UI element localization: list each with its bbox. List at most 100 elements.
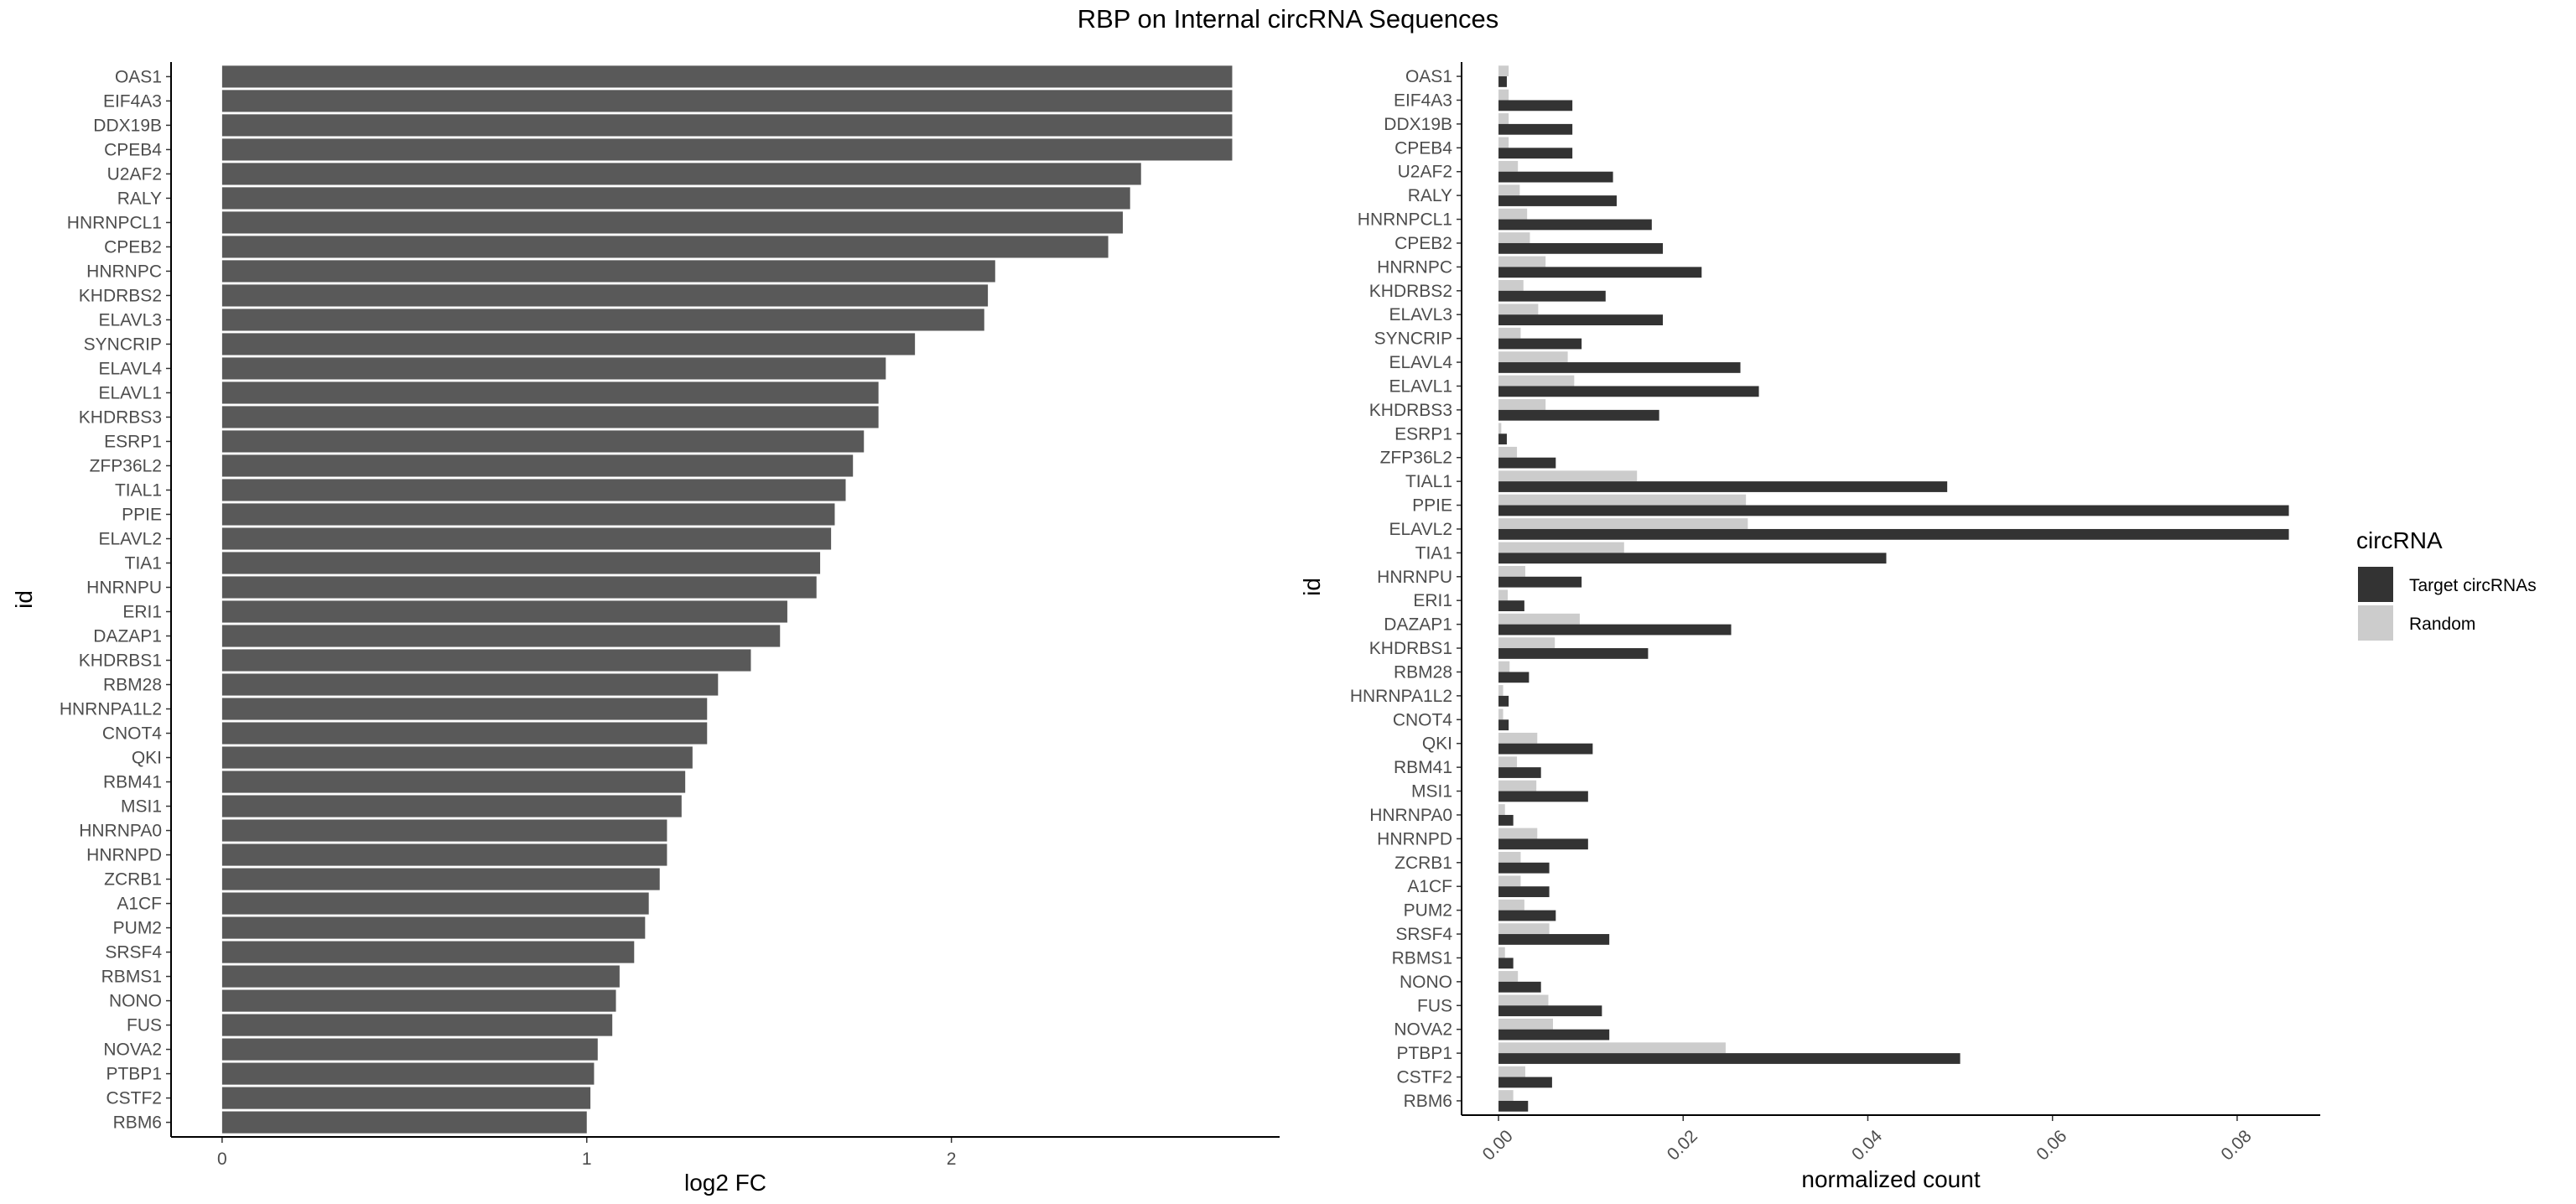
random-bar-tia1 xyxy=(1498,542,1624,553)
legend: circRNA Target circRNAs Random xyxy=(2356,527,2537,641)
fc-bar-hnrnpa1l2 xyxy=(221,698,708,720)
target-bar-hnrnpa0 xyxy=(1498,814,1514,826)
left-y-tick-label-oas1: OAS1 xyxy=(115,67,162,86)
right-x-axis-title: normalized count xyxy=(1801,1166,1980,1192)
left-y-tick-label-raly: RALY xyxy=(117,189,162,208)
left-y-tick-label-qki: QKI xyxy=(132,749,162,768)
fc-bar-tial1 xyxy=(221,479,846,501)
fc-bar-rbm6 xyxy=(221,1111,587,1134)
random-bar-rbm28 xyxy=(1498,661,1510,672)
target-bar-zcrb1 xyxy=(1498,862,1550,874)
random-bar-raly xyxy=(1498,184,1520,196)
fc-bar-oas1 xyxy=(221,65,1233,88)
left-y-tick-label-hnrnpu: HNRNPU xyxy=(86,578,162,597)
target-bar-dazap1 xyxy=(1498,624,1732,636)
right-y-tick-label-a1cf: A1CF xyxy=(1407,877,1452,896)
target-bar-eif4a3 xyxy=(1498,100,1573,112)
right-y-tick-label-dazap1: DAZAP1 xyxy=(1384,615,1452,635)
right-y-axis-title: id xyxy=(1299,578,1325,596)
right-y-tick-label-cstf2: CSTF2 xyxy=(1396,1068,1452,1087)
fc-bar-cpeb4 xyxy=(221,138,1233,161)
left-y-tick-label-tial1: TIAL1 xyxy=(115,480,162,500)
left-y-tick-label-ppie: PPIE xyxy=(122,505,162,524)
left-y-tick-label-hnrnpa1l2: HNRNPA1L2 xyxy=(60,700,162,719)
target-bar-nono xyxy=(1498,981,1541,993)
target-bar-syncrip xyxy=(1498,338,1582,350)
right-y-tick-label-khdrbs3: KHDRBS3 xyxy=(1369,401,1452,420)
random-bar-qki xyxy=(1498,732,1538,744)
fc-bar-rbm41 xyxy=(221,771,686,793)
fc-bar-hnrnpa0 xyxy=(221,819,667,842)
target-bar-zfp36l2 xyxy=(1498,457,1556,469)
legend-label-random: Random xyxy=(2409,615,2475,634)
random-bar-rbm6 xyxy=(1498,1090,1514,1101)
left-y-tick-label-eif4a3: EIF4A3 xyxy=(103,91,162,111)
target-bar-msi1 xyxy=(1498,791,1588,802)
random-bar-hnrnpcl1 xyxy=(1498,208,1528,220)
fc-bar-hnrnpd xyxy=(221,843,667,866)
right-y-tick-label-eif4a3: EIF4A3 xyxy=(1394,91,1452,110)
random-bar-khdrbs3 xyxy=(1498,399,1546,410)
right-y-tick-label-khdrbs1: KHDRBS1 xyxy=(1369,639,1452,658)
left-y-tick-label-ptbp1: PTBP1 xyxy=(106,1065,162,1084)
fc-bar-srsf4 xyxy=(221,941,635,963)
fc-bar-khdrbs3 xyxy=(221,406,879,428)
left-y-tick-labels: OAS1 EIF4A3 DDX19B CPEB4 U2AF2 RALY HNRNPCL1 CP… xyxy=(60,67,171,1133)
left-x-tick-label-0: 0 xyxy=(217,1150,227,1169)
right-y-tick-label-nono: NONO xyxy=(1400,973,1452,992)
left-y-tick-label-nova2: NOVA2 xyxy=(103,1041,162,1060)
target-bar-rbm6 xyxy=(1498,1100,1529,1112)
left-y-tick-label-khdrbs3: KHDRBS3 xyxy=(79,407,162,427)
right-y-tick-label-nova2: NOVA2 xyxy=(1394,1020,1452,1040)
random-bar-khdrbs1 xyxy=(1498,637,1555,649)
target-bar-ppie xyxy=(1498,505,2289,516)
left-y-tick-label-zcrb1: ZCRB1 xyxy=(104,870,162,890)
fc-bar-cnot4 xyxy=(221,722,708,745)
left-y-tick-label-khdrbs1: KHDRBS1 xyxy=(79,651,162,671)
fc-bar-eif4a3 xyxy=(221,90,1233,112)
legend-swatch-target xyxy=(2358,567,2393,602)
fc-bar-zfp36l2 xyxy=(221,454,854,477)
left-y-tick-label-cstf2: CSTF2 xyxy=(106,1089,162,1108)
left-y-tick-label-zfp36l2: ZFP36L2 xyxy=(90,456,162,475)
right-y-tick-label-syncrip: SYNCRIP xyxy=(1374,330,1452,349)
random-bar-syncrip xyxy=(1498,327,1521,339)
random-bar-elavl2 xyxy=(1498,518,1748,529)
random-bar-tial1 xyxy=(1498,470,1638,482)
fc-bar-cpeb2 xyxy=(221,236,1109,258)
right-x-tick-label-0-06: 0.06 xyxy=(2033,1126,2070,1164)
fc-bar-esrp1 xyxy=(221,430,865,453)
target-bar-elavl2 xyxy=(1498,528,2289,540)
left-y-tick-label-elavl3: ELAVL3 xyxy=(99,310,163,330)
target-bar-hnrnpd xyxy=(1498,838,1588,850)
fc-bar-cstf2 xyxy=(221,1087,591,1109)
random-bar-zfp36l2 xyxy=(1498,446,1518,458)
target-bar-hnrnpc xyxy=(1498,267,1702,278)
random-bar-dazap1 xyxy=(1498,613,1580,625)
right-y-tick-label-cnot4: CNOT4 xyxy=(1393,710,1452,729)
target-bar-rbms1 xyxy=(1498,957,1514,969)
right-y-tick-label-khdrbs2: KHDRBS2 xyxy=(1369,282,1452,301)
random-bar-cstf2 xyxy=(1498,1066,1525,1077)
random-bar-hnrnpc xyxy=(1498,256,1546,267)
target-bar-hnrnpa1l2 xyxy=(1498,695,1509,707)
right-y-tick-label-rbm6: RBM6 xyxy=(1404,1092,1452,1111)
left-y-tick-label-nono: NONO xyxy=(109,992,162,1011)
right-y-tick-label-elavl4: ELAVL4 xyxy=(1389,353,1453,372)
right-y-tick-label-ppie: PPIE xyxy=(1412,496,1452,516)
fc-bar-eri1 xyxy=(221,600,787,623)
left-y-tick-label-esrp1: ESRP1 xyxy=(104,432,162,451)
fc-bar-khdrbs2 xyxy=(221,284,989,307)
left-y-tick-label-fus: FUS xyxy=(127,1016,162,1035)
right-y-tick-label-pum2: PUM2 xyxy=(1404,901,1452,921)
left-y-tick-label-pum2: PUM2 xyxy=(113,919,162,938)
target-bar-a1cf xyxy=(1498,886,1550,897)
right-y-tick-label-hnrnpa1l2: HNRNPA1L2 xyxy=(1350,687,1452,706)
left-y-tick-label-hnrnpa0: HNRNPA0 xyxy=(79,822,162,841)
right-y-tick-label-fus: FUS xyxy=(1417,996,1452,1015)
right-y-tick-label-hnrnpd: HNRNPD xyxy=(1377,829,1452,849)
left-y-tick-label-eri1: ERI1 xyxy=(122,603,162,622)
left-y-tick-label-cnot4: CNOT4 xyxy=(102,724,162,744)
target-bar-qki xyxy=(1498,743,1593,755)
random-bar-ddx19b xyxy=(1498,113,1509,124)
